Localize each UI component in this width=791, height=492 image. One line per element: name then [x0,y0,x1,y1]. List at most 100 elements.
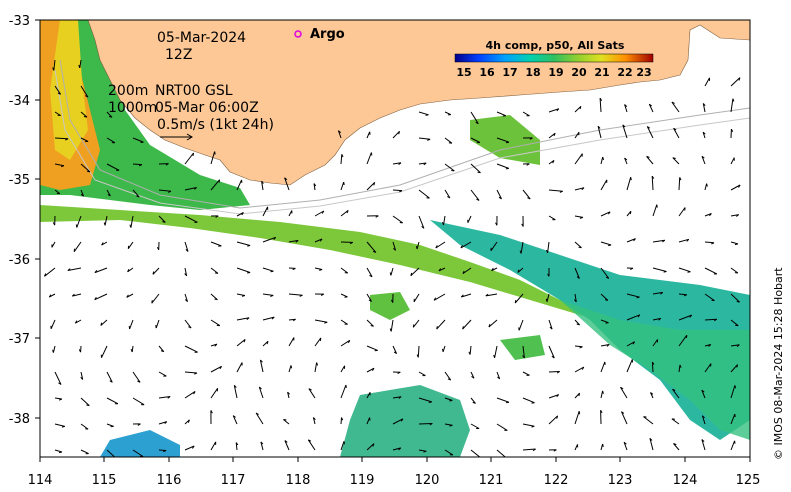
current-arrowhead-icon [581,187,585,191]
current-arrowhead-icon [658,318,662,321]
current-arrow-icon [132,137,144,143]
current-arrowhead-icon [260,359,263,363]
current-arrowhead-icon [734,243,739,246]
current-arrowhead-icon [648,103,653,107]
current-arrowhead-icon [689,314,693,318]
altimetry-time-label: 05-Mar 06:00Z [155,100,259,116]
current-arrowhead-icon [86,170,91,173]
current-arrow-icon [283,419,290,425]
current-arrowhead-icon [369,274,373,278]
current-arrow-icon [418,215,425,229]
current-arrowhead-icon [130,349,133,353]
current-arrow-icon [704,293,715,302]
current-arrowhead-icon [246,317,250,320]
current-arrow-icon [652,204,658,217]
current-arrowhead-icon [624,104,628,107]
lat-tick: -36 [9,253,30,268]
current-arrow-icon [312,417,316,425]
current-arrow-icon [184,319,192,329]
current-arrowhead-icon [629,211,632,215]
current-arrowhead-icon [399,190,403,193]
current-arrow-icon [730,157,735,165]
current-arrow-icon [210,319,221,327]
current-arrowhead-icon [218,179,221,183]
current-arrow-icon [184,187,197,191]
current-arrowhead-icon [421,226,425,229]
current-arrowhead-icon [398,131,400,135]
current-arrow-icon [80,371,84,380]
current-arrowhead-icon [255,412,259,415]
current-arrow-icon [366,152,372,165]
current-arrowhead-icon [313,183,317,187]
current-arrow-icon [600,361,606,373]
current-arrowhead-icon [295,240,299,243]
current-arrow-icon [101,345,108,358]
current-arrowhead-icon [526,163,530,166]
current-arrow-icon [496,423,508,431]
current-arrowhead-icon [514,299,517,304]
current-arrow-icon [340,267,349,274]
current-arrowhead-icon [185,249,189,252]
current-arrowhead-icon [400,418,404,422]
argo-float-icon [294,30,302,38]
current-arrow-icon [730,184,741,191]
current-arrowhead-icon [193,391,196,395]
current-arrow-icon [574,215,583,218]
current-arrowhead-icon [136,195,140,198]
lat-tick: -38 [9,412,30,427]
current-arrow-icon [599,98,602,113]
current-arrow-icon [184,152,194,165]
current-arrow-icon [626,177,632,191]
current-arrow-icon [652,339,659,347]
current-arrow-icon [155,319,160,329]
current-arrow-icon [366,293,372,302]
current-arrow-icon [470,397,476,404]
current-arrowhead-icon [398,396,402,399]
current-arrow-icon [730,440,736,451]
current-arrowhead-icon [415,245,418,250]
current-arrowhead-icon [435,245,438,249]
current-arrow-icon [652,317,661,321]
current-arrowhead-icon [460,245,463,249]
current-arrow-icon [392,215,403,224]
current-arrow-icon [470,189,480,201]
current-arrow-icon [730,98,734,113]
current-arrow-icon [392,241,397,251]
current-arrowhead-icon [319,238,323,242]
current-arrow-icon [517,267,524,273]
current-arrowhead-icon [553,449,557,452]
current-arrowhead-icon [607,244,612,247]
current-arrow-icon [337,130,342,139]
current-arrow-icon [490,241,498,252]
current-arrow-icon [438,267,446,272]
current-arrowhead-icon [651,361,655,365]
current-arrow-icon [262,236,276,243]
current-arrow-icon [704,363,712,373]
current-arrowhead-icon [273,236,277,240]
current-arrowhead-icon [308,439,312,442]
current-arrowhead-icon [372,250,377,253]
current-arrowhead-icon [416,354,419,358]
current-arrowhead-icon [58,451,63,454]
current-arrowhead-icon [241,212,244,216]
lon-tick: 119 [350,473,375,488]
current-arrowhead-icon [477,171,481,174]
current-arrow-icon [417,345,420,358]
current-arrowhead-icon [83,116,88,118]
current-arrow-icon [54,397,62,400]
current-arrowhead-icon [425,114,429,116]
current-arrow-icon [418,162,427,165]
current-arrowhead-icon [581,366,585,370]
current-arrow-icon [730,77,741,87]
current-arrowhead-icon [504,458,507,459]
current-arrowhead-icon [491,267,494,271]
current-arrowhead-icon [393,351,397,355]
current-arrow-icon [547,241,550,253]
current-arrowhead-icon [460,294,464,298]
current-arrow-icon [236,212,244,217]
current-arrowhead-icon [521,223,524,227]
current-arrow-icon [673,128,680,139]
current-arrowhead-icon [74,320,78,324]
current-arrowhead-icon [86,404,90,407]
current-arrow-icon [130,215,134,228]
